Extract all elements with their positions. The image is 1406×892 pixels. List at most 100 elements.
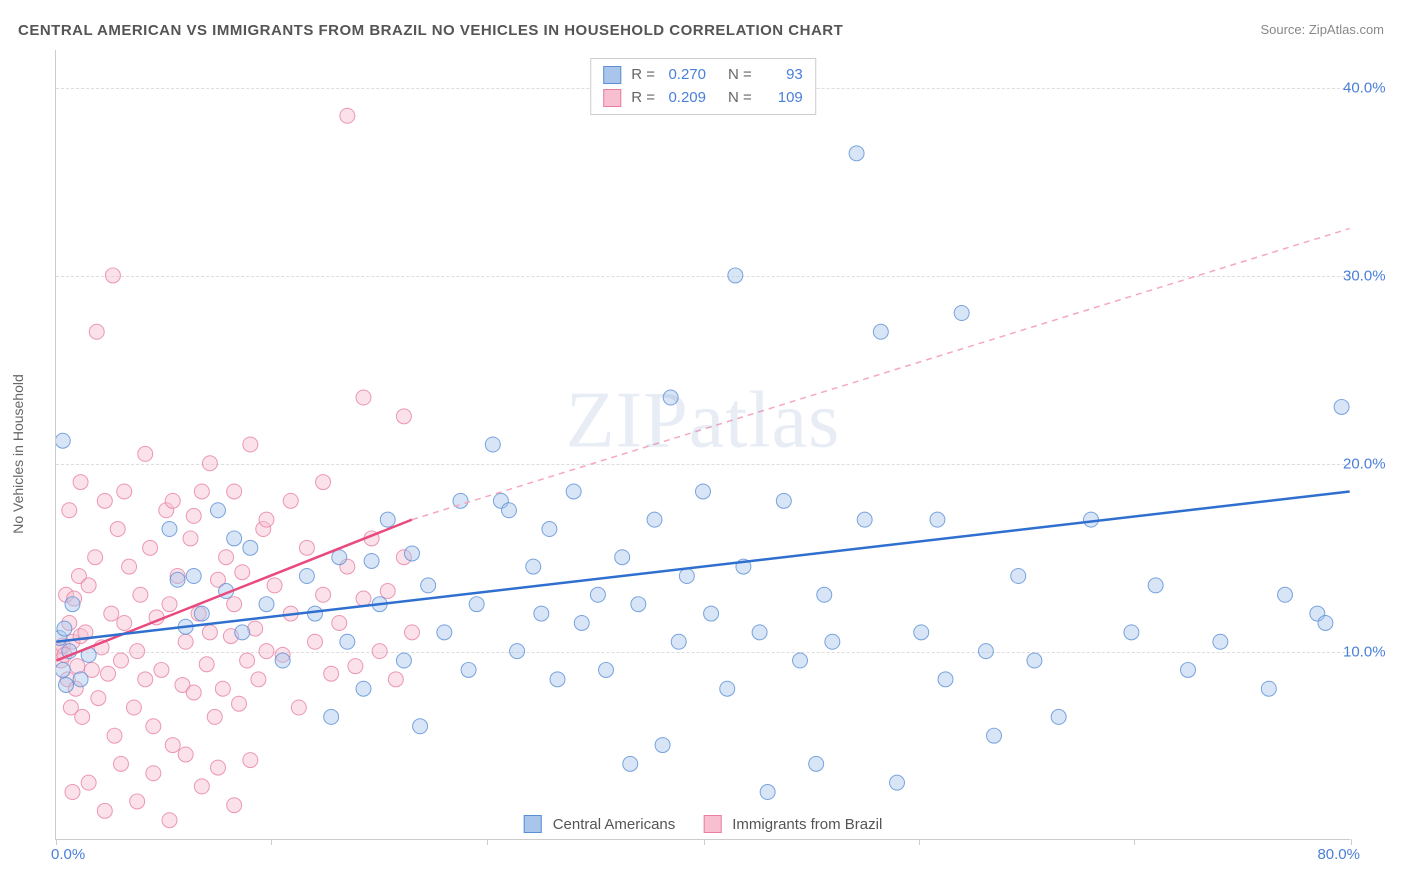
n-label: N =	[728, 87, 752, 110]
scatter-point	[1148, 578, 1163, 593]
scatter-point	[65, 597, 80, 612]
scatter-point	[825, 634, 840, 649]
scatter-point	[162, 522, 177, 537]
scatter-point	[259, 597, 274, 612]
x-tick	[271, 839, 272, 845]
legend-item-1: Central Americans	[524, 815, 676, 833]
scatter-point	[210, 503, 225, 518]
scatter-point	[1124, 625, 1139, 640]
scatter-point	[165, 493, 180, 508]
scatter-point	[356, 681, 371, 696]
scatter-point	[130, 644, 145, 659]
scatter-point	[56, 433, 70, 448]
scatter-point	[73, 672, 88, 687]
scatter-point	[1334, 399, 1349, 414]
scatter-point	[105, 268, 120, 283]
swatch-pink-icon	[703, 815, 721, 833]
scatter-point	[372, 644, 387, 659]
scatter-point	[1011, 569, 1026, 584]
scatter-svg	[56, 50, 1350, 839]
scatter-point	[760, 785, 775, 800]
scatter-point	[186, 508, 201, 523]
scatter-point	[199, 657, 214, 672]
scatter-point	[316, 475, 331, 490]
scatter-point	[57, 621, 72, 636]
scatter-point	[550, 672, 565, 687]
scatter-point	[138, 672, 153, 687]
scatter-point	[873, 324, 888, 339]
scatter-point	[56, 662, 70, 677]
scatter-point	[679, 569, 694, 584]
scatter-point	[235, 565, 250, 580]
scatter-point	[421, 578, 436, 593]
scatter-point	[299, 540, 314, 555]
scatter-point	[380, 584, 395, 599]
scatter-point	[1084, 512, 1099, 527]
scatter-point	[259, 644, 274, 659]
scatter-point	[210, 760, 225, 775]
scatter-point	[143, 540, 158, 555]
legend-item-2: Immigrants from Brazil	[703, 815, 882, 833]
scatter-point	[542, 522, 557, 537]
scatter-point	[243, 753, 258, 768]
legend-label-2: Immigrants from Brazil	[732, 816, 882, 833]
scatter-point	[81, 578, 96, 593]
scatter-point	[178, 747, 193, 762]
scatter-point	[413, 719, 428, 734]
scatter-point	[324, 666, 339, 681]
chart-title: CENTRAL AMERICAN VS IMMIGRANTS FROM BRAZ…	[18, 22, 843, 39]
scatter-point	[978, 644, 993, 659]
scatter-point	[308, 606, 323, 621]
scatter-point	[1027, 653, 1042, 668]
scatter-point	[987, 728, 1002, 743]
x-tick	[487, 839, 488, 845]
scatter-point	[215, 681, 230, 696]
scatter-point	[752, 625, 767, 640]
scatter-point	[631, 597, 646, 612]
scatter-point	[227, 484, 242, 499]
scatter-point	[396, 653, 411, 668]
scatter-point	[380, 512, 395, 527]
scatter-point	[647, 512, 662, 527]
source-label: Source: ZipAtlas.com	[1260, 22, 1384, 37]
scatter-point	[388, 672, 403, 687]
scatter-point	[207, 709, 222, 724]
scatter-point	[165, 738, 180, 753]
scatter-point	[938, 672, 953, 687]
scatter-point	[259, 512, 274, 527]
trend-line	[56, 491, 1349, 641]
scatter-point	[299, 569, 314, 584]
legend-bottom: Central Americans Immigrants from Brazil	[524, 815, 883, 833]
r-label: R =	[631, 64, 655, 87]
scatter-point	[332, 550, 347, 565]
scatter-point	[88, 550, 103, 565]
scatter-point	[113, 756, 128, 771]
scatter-point	[133, 587, 148, 602]
x-tick-label-min: 0.0%	[51, 846, 85, 863]
scatter-point	[146, 766, 161, 781]
scatter-point	[849, 146, 864, 161]
scatter-point	[534, 606, 549, 621]
scatter-point	[97, 493, 112, 508]
scatter-point	[62, 503, 77, 518]
y-tick-label: 40.0%	[1343, 79, 1398, 96]
x-tick	[56, 839, 57, 845]
scatter-point	[202, 456, 217, 471]
scatter-point	[348, 659, 363, 674]
scatter-point	[566, 484, 581, 499]
scatter-point	[154, 662, 169, 677]
scatter-point	[437, 625, 452, 640]
scatter-point	[275, 653, 290, 668]
trend-line	[412, 228, 1350, 519]
scatter-point	[332, 615, 347, 630]
scatter-point	[243, 437, 258, 452]
x-tick	[1134, 839, 1135, 845]
scatter-point	[162, 813, 177, 828]
scatter-point	[89, 324, 104, 339]
scatter-point	[728, 268, 743, 283]
scatter-point	[146, 719, 161, 734]
scatter-point	[793, 653, 808, 668]
scatter-point	[186, 685, 201, 700]
scatter-point	[202, 625, 217, 640]
scatter-point	[776, 493, 791, 508]
